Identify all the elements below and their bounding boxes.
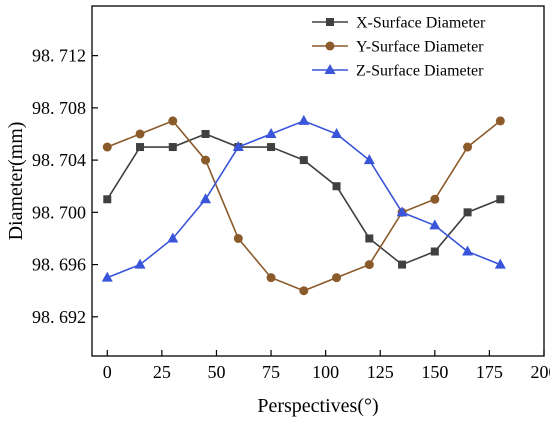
data-point — [331, 127, 343, 138]
data-point — [430, 194, 440, 204]
data-point — [332, 182, 341, 191]
data-point — [167, 232, 179, 243]
axes-layer: 0 25 50 75 100 125 150 175 200 98. 692 98. 696 98. … — [32, 46, 550, 382]
data-point — [430, 247, 439, 256]
data-point — [134, 258, 146, 269]
y-tick-label: 98. 700 — [32, 202, 86, 222]
legend-marker — [326, 18, 334, 26]
x-axis-title: Perspectives(°) — [257, 395, 378, 417]
series-line — [106, 120, 501, 279]
data-point — [364, 260, 374, 270]
x-tick-label: 150 — [421, 362, 448, 382]
data-point — [103, 195, 112, 204]
data-point — [168, 116, 178, 126]
legend-marker — [324, 64, 336, 74]
x-tick-label: 25 — [153, 362, 171, 382]
series-2 — [102, 116, 505, 296]
legend-item: Y-Surface Diameter — [312, 39, 484, 56]
data-point — [201, 155, 211, 165]
y-tick-label: 98. 696 — [32, 255, 86, 275]
data-point — [101, 271, 113, 282]
series-layer — [101, 114, 506, 296]
data-point — [363, 154, 375, 165]
data-point — [496, 195, 505, 204]
legend-marker — [325, 41, 335, 51]
series-1 — [103, 129, 505, 269]
data-point — [200, 193, 212, 204]
y-tick-label: 98. 704 — [32, 150, 86, 170]
y-tick-label: 98. 708 — [32, 98, 86, 118]
y-tick-label: 98. 712 — [32, 46, 86, 66]
data-point — [267, 143, 276, 152]
data-point — [494, 258, 506, 269]
x-tick-label: 75 — [262, 362, 280, 382]
data-point — [299, 286, 309, 296]
data-point — [463, 142, 473, 152]
data-point — [135, 129, 145, 139]
x-tick-label: 125 — [367, 362, 394, 382]
data-point — [299, 156, 308, 165]
data-point — [396, 206, 408, 217]
data-point — [265, 127, 277, 138]
data-point — [298, 114, 310, 125]
x-tick-label: 50 — [207, 362, 225, 382]
data-point — [102, 142, 112, 152]
data-point — [168, 143, 177, 152]
series-line — [106, 133, 501, 266]
x-tick-label: 0 — [103, 362, 112, 382]
legend-item: X-Surface Diameter — [312, 15, 486, 32]
x-tick-label: 100 — [312, 362, 339, 382]
data-point — [332, 273, 342, 283]
data-point — [429, 219, 441, 230]
data-point — [232, 141, 244, 152]
series-3 — [101, 114, 506, 282]
data-point — [266, 273, 276, 283]
data-point — [463, 208, 472, 217]
legend-item: Z-Surface Diameter — [312, 63, 484, 80]
data-point — [398, 260, 407, 269]
legend-label: Y-Surface Diameter — [356, 39, 484, 56]
data-point — [462, 245, 474, 256]
x-tick-label: 175 — [476, 362, 503, 382]
data-point — [365, 234, 374, 243]
legend-label: X-Surface Diameter — [356, 15, 486, 32]
legend-label: Z-Surface Diameter — [356, 63, 484, 80]
y-tick-label: 98. 692 — [32, 307, 86, 327]
data-point — [136, 143, 145, 152]
y-axis-title: Diameter(mm) — [5, 122, 27, 241]
x-tick-label: 200 — [531, 362, 550, 382]
plot-frame — [91, 5, 545, 357]
data-point — [201, 129, 210, 138]
legend: X-Surface Diameter Y-Surface Diameter Z-Su… — [312, 15, 486, 80]
data-point — [495, 116, 505, 126]
data-point — [233, 233, 243, 243]
